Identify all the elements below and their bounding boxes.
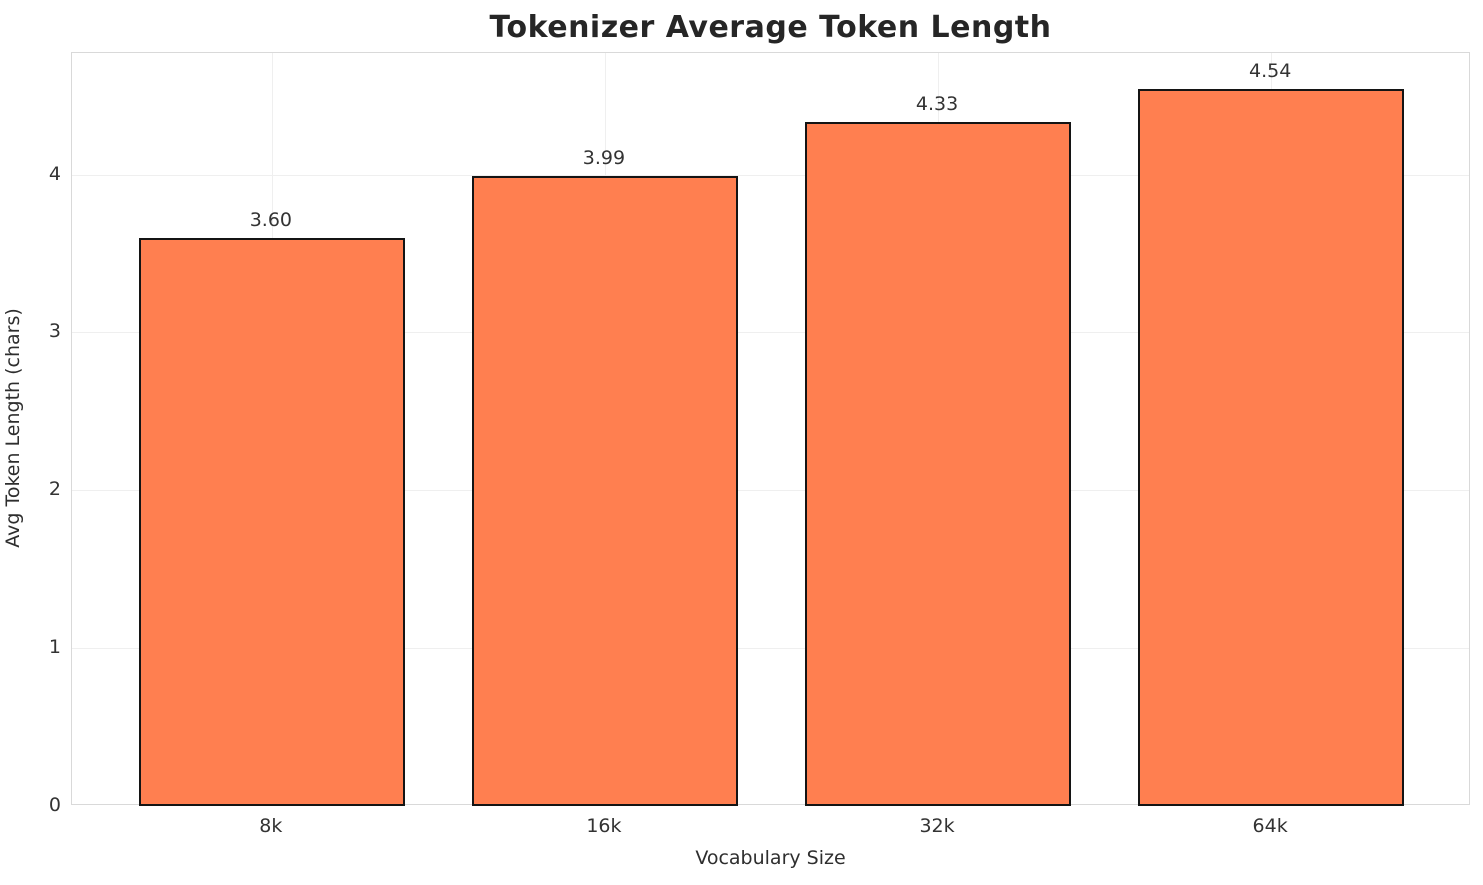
gridline-horizontal-y1 bbox=[72, 648, 1469, 650]
ytick-label-1: 1 bbox=[48, 636, 61, 659]
bar-value-label-8k: 3.60 bbox=[249, 208, 292, 231]
xtick-label-32k: 32k bbox=[919, 815, 955, 837]
ytick-label-2: 2 bbox=[48, 478, 61, 501]
xtick-label-16k: 16k bbox=[586, 815, 622, 837]
bar-value-label-32k: 4.33 bbox=[915, 93, 959, 116]
bar-value-label-64k: 4.54 bbox=[1248, 60, 1292, 83]
gridline-horizontal-y3 bbox=[72, 332, 1469, 334]
bar-64k bbox=[1137, 89, 1405, 806]
xtick-label-8k: 8k bbox=[259, 815, 283, 837]
y-axis-label: Avg Token Length (chars) bbox=[2, 308, 24, 548]
gridline-horizontal-y4 bbox=[72, 174, 1469, 176]
bar-8k bbox=[138, 237, 406, 806]
xtick-label-64k: 64k bbox=[1252, 815, 1288, 837]
bar-16k bbox=[471, 176, 739, 806]
x-axis-label: Vocabulary Size bbox=[695, 847, 846, 869]
ytick-label-0: 0 bbox=[48, 794, 61, 816]
ytick-label-3: 3 bbox=[48, 320, 61, 343]
chart-title: Tokenizer Average Token Length bbox=[489, 10, 1052, 45]
plot-area bbox=[71, 52, 1470, 806]
gridline-horizontal-y2 bbox=[72, 490, 1469, 492]
bar-value-label-16k: 3.99 bbox=[582, 147, 626, 170]
bar-32k bbox=[804, 122, 1072, 806]
ytick-label-4: 4 bbox=[48, 162, 61, 185]
